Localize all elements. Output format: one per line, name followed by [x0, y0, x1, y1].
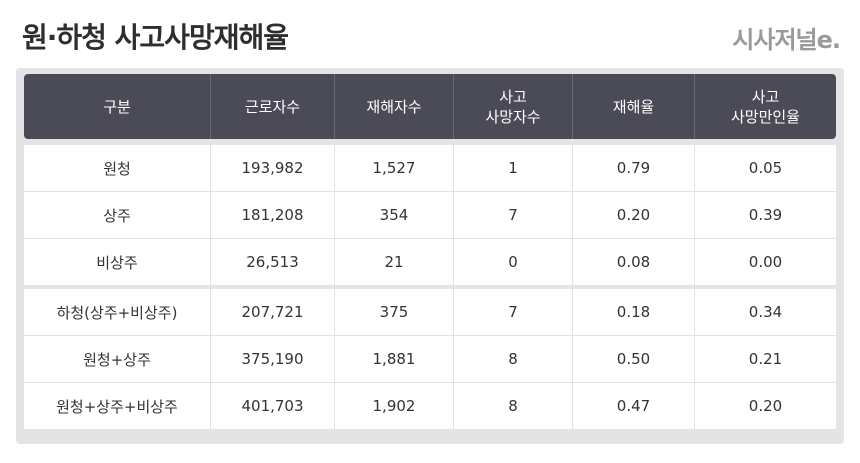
table-cell: 193,982 — [210, 145, 334, 191]
table-cell: 207,721 — [210, 285, 334, 335]
table: 구분 근로자수 재해자수 사고 사망자수 재해율 사고 사망만인율 원청 193,982 1,… — [24, 74, 836, 429]
table-cell: 8 — [453, 335, 572, 382]
table-cell: 0.05 — [694, 145, 836, 191]
spacer — [24, 139, 836, 145]
table-cell: 26,513 — [210, 238, 334, 285]
column-header: 근로자수 — [210, 74, 334, 139]
table-cell: 하청(상주+비상주) — [24, 285, 210, 335]
table-cell: 1 — [453, 145, 572, 191]
table-cell: 원청+상주+비상주 — [24, 382, 210, 429]
logo: 시사저널e. — [732, 26, 841, 54]
table-cell: 375 — [334, 285, 453, 335]
column-header: 재해율 — [572, 74, 694, 139]
table-row: 비상주 26,513 21 0 0.08 0.00 — [24, 238, 836, 285]
table-cell: 8 — [453, 382, 572, 429]
table-cell: 7 — [453, 191, 572, 238]
table-cell: 0.21 — [694, 335, 836, 382]
table-cell: 354 — [334, 191, 453, 238]
table-cell: 0.79 — [572, 145, 694, 191]
column-header: 사고 사망자수 — [453, 74, 572, 139]
table-row: 원청+상주+비상주 401,703 1,902 8 0.47 0.20 — [24, 382, 836, 429]
table-cell: 1,527 — [334, 145, 453, 191]
table-cell: 0.18 — [572, 285, 694, 335]
table-cell: 0.50 — [572, 335, 694, 382]
table-cell: 0 — [453, 238, 572, 285]
table-row: 원청 193,982 1,527 1 0.79 0.05 — [24, 145, 836, 191]
table-row: 원청+상주 375,190 1,881 8 0.50 0.21 — [24, 335, 836, 382]
table-cell: 원청+상주 — [24, 335, 210, 382]
table-cell: 1,881 — [334, 335, 453, 382]
table-row: 하청(상주+비상주) 207,721 375 7 0.18 0.34 — [24, 285, 836, 335]
table-cell: 0.47 — [572, 382, 694, 429]
table-box: 구분 근로자수 재해자수 사고 사망자수 재해율 사고 사망만인율 원청 193,982 1,… — [16, 68, 844, 444]
table-cell: 401,703 — [210, 382, 334, 429]
table-cell: 0.08 — [572, 238, 694, 285]
table-cell: 7 — [453, 285, 572, 335]
header-row: 구분 근로자수 재해자수 사고 사망자수 재해율 사고 사망만인율 — [24, 74, 836, 139]
column-header: 재해자수 — [334, 74, 453, 139]
table-cell: 원청 — [24, 145, 210, 191]
column-header: 사고 사망만인율 — [694, 74, 836, 139]
table-row: 상주 181,208 354 7 0.20 0.39 — [24, 191, 836, 238]
table-cell: 0.20 — [694, 382, 836, 429]
table-cell: 비상주 — [24, 238, 210, 285]
column-header: 구분 — [24, 74, 210, 139]
table-body: 원청 193,982 1,527 1 0.79 0.05 상주 181,208 354 7 0.20… — [24, 139, 836, 429]
title: 원·하청 사고사망재해율 — [22, 21, 289, 54]
table-cell: 21 — [334, 238, 453, 285]
table-cell: 상주 — [24, 191, 210, 238]
table-cell: 0.20 — [572, 191, 694, 238]
table-cell: 1,902 — [334, 382, 453, 429]
table-cell: 0.39 — [694, 191, 836, 238]
table-cell: 0.34 — [694, 285, 836, 335]
table-cell: 0.00 — [694, 238, 836, 285]
spacer-cell — [24, 139, 836, 145]
table-cell: 181,208 — [210, 191, 334, 238]
table-cell: 375,190 — [210, 335, 334, 382]
